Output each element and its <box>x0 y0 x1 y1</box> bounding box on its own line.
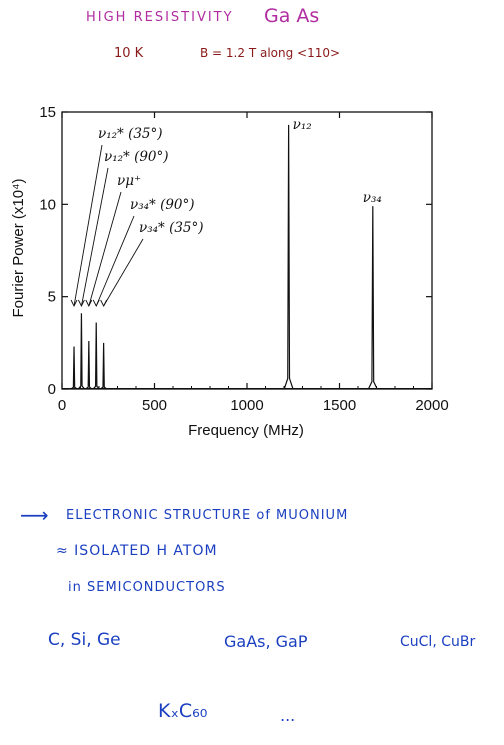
peak-label-4: ν₃₄* (35°) <box>139 220 204 236</box>
chart-ticks: 0 500 1000 1500 2000 0 5 10 15 <box>39 104 448 414</box>
spectrum-peak-4 <box>100 342 108 390</box>
y-axis-label: Fourier Power (x10⁴) <box>10 179 27 318</box>
peak-label-3: ν₃₄* (90°) <box>130 197 195 213</box>
leader-line-3 <box>95 215 135 307</box>
y-tick-label: 15 <box>39 104 56 121</box>
x-tick-label: 1000 <box>230 397 263 414</box>
materials-ellipsis: ... <box>280 706 296 725</box>
header-line2-temp: 10 K <box>114 46 144 61</box>
spectrum-peak-1 <box>77 313 86 390</box>
spectrum-peak-6 <box>367 206 378 390</box>
fourier-power-chart: 0 500 1000 1500 2000 0 5 10 15 ν₁₂* (35°) ν₁₂* (9… <box>10 104 449 439</box>
peak-label-0: ν₁₂* (35°) <box>98 126 163 142</box>
y-tick-label: 0 <box>48 381 56 398</box>
notes-arrow: ⟶ <box>20 503 49 527</box>
leader-arrow-0 <box>70 299 78 308</box>
spectrum-peak-2 <box>85 340 93 390</box>
leader-arrow-4 <box>100 299 108 308</box>
spectrum-peak-3 <box>92 322 100 390</box>
leader-arrow-1 <box>78 299 85 308</box>
header-line2-field: B = 1.2 T along <110> <box>200 46 341 60</box>
leader-line-0 <box>73 144 103 307</box>
materials-group-2: GaAs, GaP <box>224 632 308 651</box>
x-tick-label: 0 <box>58 397 66 414</box>
materials-group-1: C, Si, Ge <box>48 630 121 650</box>
leader-line-1 <box>80 167 109 307</box>
peak-label-2: νμ⁺ <box>117 173 141 189</box>
leader-line-4 <box>103 238 144 307</box>
materials-group-4: KₓC₆₀ <box>158 700 208 722</box>
notes-line2: ≈ ISOLATED H ATOM <box>56 543 218 559</box>
x-tick-label: 500 <box>142 397 167 414</box>
leader-arrow-3 <box>92 299 100 308</box>
notes-line3: in SEMICONDUCTORS <box>68 580 226 595</box>
spectrum-peak-5 <box>283 124 294 390</box>
x-axis-label: Frequency (MHz) <box>188 422 304 439</box>
y-tick-label: 10 <box>39 196 56 213</box>
peak-label-main-1: ν₃₄ <box>363 190 382 206</box>
leader-line-2 <box>88 191 122 307</box>
spectrum-peak-0 <box>70 346 78 390</box>
peak-label-1: ν₁₂* (90°) <box>104 149 169 165</box>
x-tick-label: 2000 <box>415 397 448 414</box>
chart-series <box>62 124 432 390</box>
peak-label-main-0: ν₁₂ <box>293 117 312 133</box>
materials-group-3: CuCl, CuBr <box>400 634 476 650</box>
chart-annotations: ν₁₂* (35°) ν₁₂* (90°) νμ⁺ ν₃₄* (90°) ν₃₄* (3… <box>70 117 382 308</box>
header-line1-material: Ga As <box>264 5 320 27</box>
y-tick-label: 5 <box>48 289 56 306</box>
x-tick-label: 1500 <box>323 397 356 414</box>
notes-line1: ELECTRONIC STRUCTURE of MUONIUM <box>66 508 349 523</box>
leader-arrow-2 <box>85 299 93 308</box>
header-line1-prefix: HIGH RESISTIVITY <box>86 10 234 25</box>
